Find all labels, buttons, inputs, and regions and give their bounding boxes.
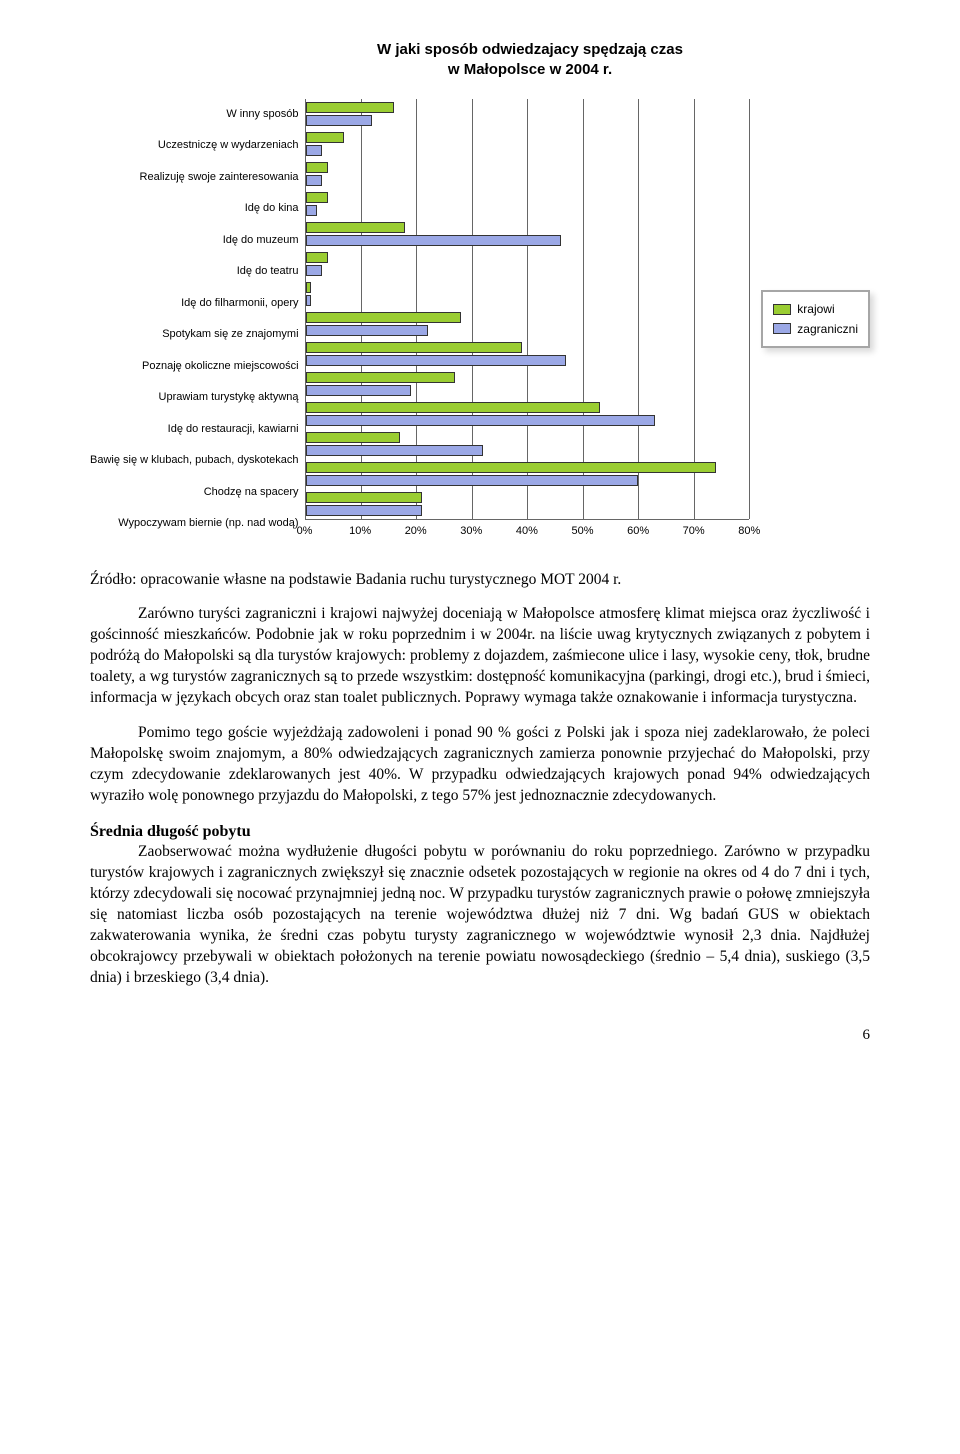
chart-bar-krajowi (306, 252, 328, 263)
chart-bar-group (306, 159, 750, 189)
chart-category-label: W inny sposób (90, 99, 299, 129)
chart-category-label: Poznaję okoliczne miejscowości (90, 351, 299, 381)
chart-x-tick: 10% (349, 524, 371, 539)
chart-bar-krajowi (306, 282, 312, 293)
chart-bar-krajowi (306, 372, 456, 383)
chart-category-label: Idę do filharmonii, opery (90, 288, 299, 318)
chart-bar-group (306, 189, 750, 219)
chart-bar-krajowi (306, 192, 328, 203)
chart-title: W jaki sposób odwiedzajacy spędzają czas… (190, 40, 870, 81)
chart-category-label: Chodzę na spacery (90, 477, 299, 507)
chart-category-label: Idę do teatru (90, 257, 299, 287)
chart-bar-group (306, 249, 750, 279)
chart-category-label: Idę do kina (90, 194, 299, 224)
body-paragraph-2: Pomimo tego goście wyjeżdżają zadowoleni… (90, 723, 870, 807)
chart-bar-group (306, 129, 750, 159)
chart-bar-krajowi (306, 492, 422, 503)
chart-bar-zagraniczni (306, 505, 422, 516)
chart-x-tick: 60% (627, 524, 649, 539)
chart-bar-zagraniczni (306, 205, 317, 216)
chart-bar-zagraniczni (306, 295, 312, 306)
chart-bar-krajowi (306, 432, 400, 443)
legend-label: krajowi (797, 301, 834, 317)
chart-x-tick: 50% (571, 524, 593, 539)
chart-bar-krajowi (306, 312, 461, 323)
chart-bar-zagraniczni (306, 145, 323, 156)
chart-bar-zagraniczni (306, 445, 484, 456)
chart-bar-krajowi (306, 342, 522, 353)
legend-swatch (773, 323, 791, 334)
body-paragraph-3: Zaobserwować można wydłużenie długości p… (90, 842, 870, 988)
chart-bar-zagraniczni (306, 235, 561, 246)
legend-item: krajowi (773, 301, 858, 317)
chart-bar-krajowi (306, 102, 395, 113)
chart-x-tick: 40% (516, 524, 538, 539)
chart-bar-krajowi (306, 162, 328, 173)
page-number: 6 (90, 1025, 870, 1045)
chart-x-tick: 20% (405, 524, 427, 539)
chart-x-tick: 30% (460, 524, 482, 539)
source-text: Źródło: opracowanie własne na podstawie … (90, 570, 870, 591)
chart-bar-group (306, 99, 750, 129)
chart-bar-zagraniczni (306, 265, 323, 276)
chart-bar-group (306, 459, 750, 489)
chart-bar-group (306, 279, 750, 309)
chart-category-label: Uczestniczę w wydarzeniach (90, 131, 299, 161)
chart-bar-zagraniczni (306, 175, 323, 186)
chart-title-line2: w Małopolsce w 2004 r. (448, 61, 612, 78)
chart-category-label: Wypoczywam biernie (np. nad wodą) (90, 509, 299, 539)
chart-bar-zagraniczni (306, 355, 567, 366)
chart-plot-area (305, 99, 750, 520)
legend-swatch (773, 304, 791, 315)
chart-x-tick: 80% (738, 524, 760, 539)
chart-bar-group (306, 489, 750, 519)
chart-bar-krajowi (306, 132, 345, 143)
chart-bar-krajowi (306, 222, 406, 233)
chart-x-axis: 0%10%20%30%40%50%60%70%80% (305, 524, 750, 540)
chart-category-label: Idę do muzeum (90, 225, 299, 255)
chart-category-labels: W inny sposóbUczestniczę w wydarzeniachR… (90, 99, 305, 540)
chart-bar-zagraniczni (306, 475, 639, 486)
subheading-average-stay: Średnia długość pobytu (90, 821, 870, 843)
chart-bar-group (306, 219, 750, 249)
chart-x-tick: 0% (297, 524, 313, 539)
chart-category-label: Uprawiam turystykę aktywną (90, 383, 299, 413)
chart-bar-zagraniczni (306, 415, 655, 426)
chart-bar-group (306, 399, 750, 429)
chart-bar-group (306, 339, 750, 369)
legend-item: zagraniczni (773, 321, 858, 337)
chart-bar-krajowi (306, 462, 716, 473)
chart-bar-krajowi (306, 402, 600, 413)
chart-bar-zagraniczni (306, 385, 411, 396)
chart-legend: krajowi zagraniczni (761, 290, 870, 347)
chart-category-label: Bawię się w klubach, pubach, dyskotekach (90, 446, 299, 476)
chart-category-label: Spotykam się ze znajomymi (90, 320, 299, 350)
chart-container: W inny sposóbUczestniczę w wydarzeniachR… (90, 99, 870, 540)
chart-bar-group (306, 429, 750, 459)
chart-category-label: Idę do restauracji, kawiarni (90, 414, 299, 444)
chart-category-label: Realizuję swoje zainteresowania (90, 162, 299, 192)
chart-bar-group (306, 309, 750, 339)
chart-bar-zagraniczni (306, 325, 428, 336)
legend-label: zagraniczni (797, 321, 858, 337)
chart-x-tick: 70% (683, 524, 705, 539)
chart-bar-zagraniczni (306, 115, 373, 126)
chart-bar-group (306, 369, 750, 399)
chart-title-line1: W jaki sposób odwiedzajacy spędzają czas (377, 41, 683, 58)
body-paragraph-1: Zarówno turyści zagraniczni i krajowi na… (90, 604, 870, 709)
